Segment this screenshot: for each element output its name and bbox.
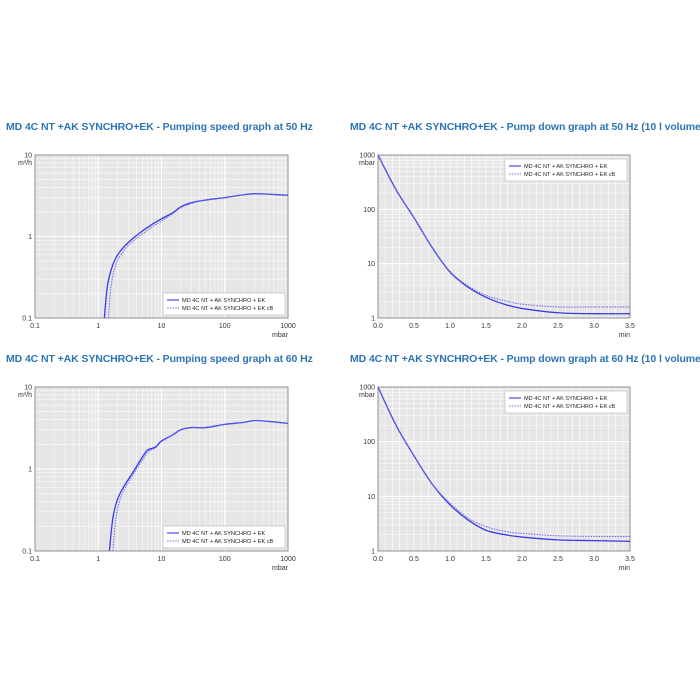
y-tick-label: 1 xyxy=(28,467,32,474)
plot-frame xyxy=(377,154,631,319)
y-tick-label: 100 xyxy=(363,439,375,446)
x-tick-label: 3.5 xyxy=(625,323,635,330)
legend-box xyxy=(504,158,628,182)
plot-frame xyxy=(377,386,631,552)
plot-area xyxy=(378,155,630,318)
x-tick-label: 1 xyxy=(96,323,100,330)
x-tick-label: 1000 xyxy=(280,556,296,563)
series-line-cb xyxy=(377,154,630,308)
x-tick-label: 2.5 xyxy=(553,556,563,563)
legend-label: MD 4C NT + AK SYNCHRO + EK xyxy=(524,396,607,402)
chart-title-pumpdown-50hz: MD 4C NT +AK SYNCHRO+EK - Pump down grap… xyxy=(350,121,700,133)
x-tick-label: 2.5 xyxy=(553,323,563,330)
y-unit-label: mbar xyxy=(359,160,376,167)
x-tick-label: 0.5 xyxy=(409,323,419,330)
chart-title-speed-50hz: MD 4C NT +AK SYNCHRO+EK - Pumping speed … xyxy=(6,121,313,133)
chart-title-pumpdown-60hz: MD 4C NT +AK SYNCHRO+EK - Pump down grap… xyxy=(350,353,700,365)
y-tick-label: 0.1 xyxy=(22,549,32,556)
legend-label: MD 4C NT + AK SYNCHRO + EK xyxy=(524,164,607,170)
plot-area xyxy=(378,387,630,551)
series-line-standard xyxy=(377,386,631,543)
plot-frame xyxy=(34,154,289,319)
y-tick-label: 1000 xyxy=(359,385,375,392)
y-tick-label: 10 xyxy=(367,494,375,501)
x-tick-label: 100 xyxy=(219,323,231,330)
legend-label: MD 4C NT + AK SYNCHRO + EK xyxy=(182,298,265,304)
x-tick-label: 0.1 xyxy=(30,556,40,563)
legend: MD 4C NT + AK SYNCHRO + EK MD 4C NT + AK … xyxy=(162,525,286,549)
chart-title-speed-60hz: MD 4C NT +AK SYNCHRO+EK - Pumping speed … xyxy=(6,353,313,365)
y-tick-label: 10 xyxy=(367,261,375,268)
x-tick-label: 1.0 xyxy=(445,323,455,330)
legend-label: MD 4C NT + AK SYNCHRO + EK cB xyxy=(524,172,616,178)
plot-frame xyxy=(34,386,289,552)
y-tick-label: 100 xyxy=(363,207,375,214)
y-tick-label: 0.1 xyxy=(22,316,32,323)
x-tick-label: 1.5 xyxy=(481,323,491,330)
legend: MD 4C NT + AK SYNCHRO + EK MD 4C NT + AK … xyxy=(504,390,628,414)
x-unit-label: min xyxy=(619,565,630,572)
x-tick-label: 3.0 xyxy=(589,556,599,563)
x-tick-label: 0.0 xyxy=(373,323,383,330)
y-unit-label: m³/h xyxy=(18,392,32,399)
series-line-cb xyxy=(107,193,289,319)
x-tick-label: 1000 xyxy=(280,323,296,330)
x-tick-label: 3.0 xyxy=(589,323,599,330)
x-unit-label: min xyxy=(619,332,630,339)
legend-box xyxy=(162,292,286,316)
legend: MD 4C NT + AK SYNCHRO + EK MD 4C NT + AK … xyxy=(162,292,286,316)
legend: MD 4C NT + AK SYNCHRO + EK MD 4C NT + AK … xyxy=(504,158,628,182)
x-tick-label: 0.5 xyxy=(409,556,419,563)
x-unit-label: mbar xyxy=(272,332,289,339)
y-tick-label: 1 xyxy=(28,234,32,241)
y-tick-label: 10 xyxy=(24,385,32,392)
x-tick-label: 0.1 xyxy=(30,323,40,330)
legend-box xyxy=(504,390,628,414)
series-line-standard xyxy=(377,154,631,315)
x-tick-label: 0.0 xyxy=(373,556,383,563)
y-tick-label: 10 xyxy=(24,153,32,160)
x-tick-label: 1.0 xyxy=(445,556,455,563)
y-tick-label: 1000 xyxy=(359,153,375,160)
x-tick-label: 1.5 xyxy=(481,556,491,563)
series-line-standard xyxy=(103,193,289,319)
legend-box xyxy=(162,525,286,549)
y-tick-label: 1 xyxy=(371,549,375,556)
legend-label: MD 4C NT + AK SYNCHRO + EK cB xyxy=(182,306,274,312)
x-tick-label: 100 xyxy=(219,556,231,563)
x-tick-label: 10 xyxy=(158,323,166,330)
grid xyxy=(34,386,289,552)
legend-label: MD 4C NT + AK SYNCHRO + EK cB xyxy=(182,539,274,545)
x-unit-label: mbar xyxy=(272,565,289,572)
legend-label: MD 4C NT + AK SYNCHRO + EK xyxy=(182,531,265,537)
series-line-cb xyxy=(112,419,289,552)
grid xyxy=(377,386,631,552)
x-tick-label: 10 xyxy=(158,556,166,563)
y-unit-label: mbar xyxy=(359,392,376,399)
x-tick-label: 3.5 xyxy=(625,556,635,563)
y-unit-label: m³/h xyxy=(18,160,32,167)
series-line-cb xyxy=(377,386,631,537)
x-tick-label: 2.0 xyxy=(517,323,527,330)
x-tick-label: 1 xyxy=(96,556,100,563)
x-tick-label: 2.0 xyxy=(517,556,527,563)
y-tick-label: 1 xyxy=(371,316,375,323)
legend-label: MD 4C NT + AK SYNCHRO + EK cB xyxy=(524,404,616,410)
